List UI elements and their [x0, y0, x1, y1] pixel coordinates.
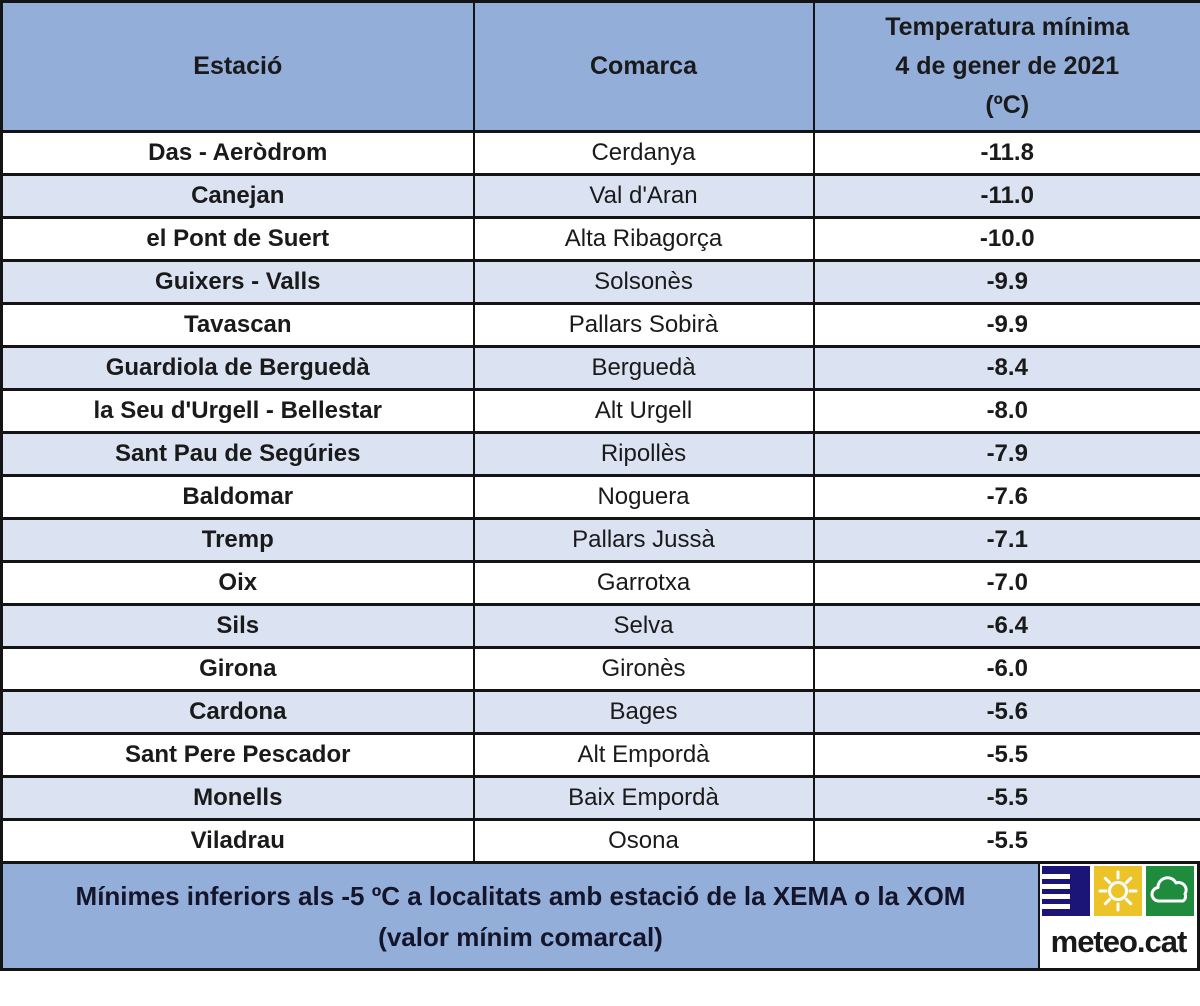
col-header-temperature: Temperatura mínima 4 de gener de 2021 (º…	[812, 0, 1200, 133]
comarca-cell: Baix Empordà	[472, 775, 815, 821]
meteocat-logo-squares	[1040, 864, 1197, 916]
col-header-comarca: Comarca	[472, 0, 815, 133]
station-cell: Guixers - Valls	[0, 259, 475, 305]
cloud-icon	[1146, 866, 1194, 916]
station-cell: Sant Pere Pescador	[0, 732, 475, 778]
table-row: Tavascan Pallars Sobirà -9.9	[0, 302, 1200, 348]
temperature-cell: -9.9	[812, 302, 1200, 348]
station-cell: Sils	[0, 603, 475, 649]
col-header-estacio-label: Estació	[193, 52, 283, 80]
table-row: Guardiola de Berguedà Berguedà -8.4	[0, 345, 1200, 391]
temperature-cell: -7.6	[812, 474, 1200, 520]
station-cell: Das - Aeròdrom	[0, 130, 475, 176]
table-row: Das - Aeròdrom Cerdanya -11.8	[0, 130, 1200, 176]
footnote: Mínimes inferiors als -5 ºC a localitats…	[3, 864, 1040, 968]
station-cell: Baldomar	[0, 474, 475, 520]
comarca-cell: Alt Empordà	[472, 732, 815, 778]
temperature-cell: -11.0	[812, 173, 1200, 219]
comarca-cell: Pallars Jussà	[472, 517, 815, 563]
station-cell: Tremp	[0, 517, 475, 563]
table-row: Cardona Bages -5.6	[0, 689, 1200, 735]
table-row: el Pont de Suert Alta Ribagorça -10.0	[0, 216, 1200, 262]
sun-icon	[1094, 866, 1142, 916]
station-cell: Cardona	[0, 689, 475, 735]
table-row: Sant Pere Pescador Alt Empordà -5.5	[0, 732, 1200, 778]
station-cell: Oix	[0, 560, 475, 606]
comarca-cell: Gironès	[472, 646, 815, 692]
table-row: Girona Gironès -6.0	[0, 646, 1200, 692]
station-cell: la Seu d'Urgell - Bellestar	[0, 388, 475, 434]
temperature-cell: -6.4	[812, 603, 1200, 649]
station-cell: Viladrau	[0, 818, 475, 864]
table-row: Tremp Pallars Jussà -7.1	[0, 517, 1200, 563]
station-cell: el Pont de Suert	[0, 216, 475, 262]
footer-band: Mínimes inferiors als -5 ºC a localitats…	[0, 864, 1200, 971]
comarca-cell: Cerdanya	[472, 130, 815, 176]
temperature-cell: -10.0	[812, 216, 1200, 262]
station-cell: Girona	[0, 646, 475, 692]
footnote-line1: Mínimes inferiors als -5 ºC a localitats…	[75, 880, 966, 911]
comarca-cell: Bages	[472, 689, 815, 735]
temperature-header-line2: 4 de gener de 2021	[895, 52, 1120, 80]
temperatures-table: Estació Comarca Temperatura mínima 4 de …	[0, 0, 1200, 864]
temperature-cell: -5.5	[812, 732, 1200, 778]
table-row: Oix Garrotxa -7.0	[0, 560, 1200, 606]
temperature-cell: -7.0	[812, 560, 1200, 606]
meteocat-wordmark: meteo.cat	[1050, 924, 1188, 959]
header-row: Estació Comarca Temperatura mínima 4 de …	[0, 0, 1200, 133]
station-cell: Tavascan	[0, 302, 475, 348]
temperature-cell: -5.6	[812, 689, 1200, 735]
table-row: Canejan Val d'Aran -11.0	[0, 173, 1200, 219]
temperature-cell: -11.8	[812, 130, 1200, 176]
station-cell: Monells	[0, 775, 475, 821]
table-row: Guixers - Valls Solsonès -9.9	[0, 259, 1200, 305]
table-row: Sils Selva -6.4	[0, 603, 1200, 649]
comarca-cell: Ripollès	[472, 431, 815, 477]
comarca-cell: Alt Urgell	[472, 388, 815, 434]
table-row: Monells Baix Empordà -5.5	[0, 775, 1200, 821]
comarca-cell: Val d'Aran	[472, 173, 815, 219]
temperature-cell: -9.9	[812, 259, 1200, 305]
comarca-cell: Selva	[472, 603, 815, 649]
col-header-comarca-label: Comarca	[590, 52, 697, 80]
temperature-cell: -8.0	[812, 388, 1200, 434]
temperature-cell: -7.9	[812, 431, 1200, 477]
station-cell: Canejan	[0, 173, 475, 219]
menu-lines-icon	[1042, 866, 1090, 916]
table-row: Sant Pau de Segúries Ripollès -7.9	[0, 431, 1200, 477]
comarca-cell: Berguedà	[472, 345, 815, 391]
footnote-line2: (valor mínim comarcal)	[378, 921, 663, 952]
station-cell: Guardiola de Berguedà	[0, 345, 475, 391]
table-row: Baldomar Noguera -7.6	[0, 474, 1200, 520]
comarca-cell: Solsonès	[472, 259, 815, 305]
temperature-header-line3: (ºC)	[985, 91, 1030, 119]
comarca-cell: Garrotxa	[472, 560, 815, 606]
comarca-cell: Alta Ribagorça	[472, 216, 815, 262]
comarca-cell: Osona	[472, 818, 815, 864]
temperature-header-line1: Temperatura mínima	[885, 13, 1130, 41]
temperature-cell: -7.1	[812, 517, 1200, 563]
meteocat-logo: meteo.cat	[1040, 864, 1197, 968]
temperature-cell: -5.5	[812, 775, 1200, 821]
table-row: la Seu d'Urgell - Bellestar Alt Urgell -…	[0, 388, 1200, 434]
temperature-cell: -8.4	[812, 345, 1200, 391]
comarca-cell: Pallars Sobirà	[472, 302, 815, 348]
table-row: Viladrau Osona -5.5	[0, 818, 1200, 864]
station-cell: Sant Pau de Segúries	[0, 431, 475, 477]
comarca-cell: Noguera	[472, 474, 815, 520]
temperature-cell: -6.0	[812, 646, 1200, 692]
col-header-estacio: Estació	[0, 0, 475, 133]
temperature-cell: -5.5	[812, 818, 1200, 864]
